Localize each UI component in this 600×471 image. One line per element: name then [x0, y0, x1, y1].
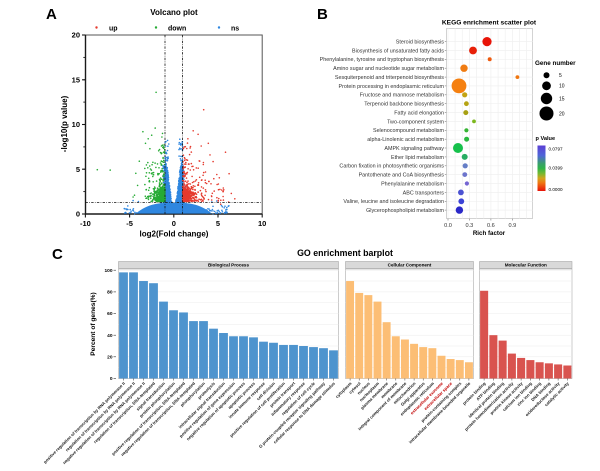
- svg-text:Percent of genes(%): Percent of genes(%): [90, 292, 97, 355]
- svg-text:0.3: 0.3: [466, 223, 474, 229]
- svg-text:40: 40: [107, 333, 113, 339]
- svg-text:100: 100: [104, 268, 112, 274]
- svg-text:5: 5: [76, 165, 80, 174]
- svg-text:-5: -5: [126, 219, 133, 228]
- svg-text:alpha-Linolenic acid metabolis: alpha-Linolenic acid metabolism: [367, 137, 444, 143]
- svg-text:0.6: 0.6: [487, 223, 495, 229]
- svg-text:-10: -10: [80, 219, 91, 228]
- svg-text:Steroid biosynthesis: Steroid biosynthesis: [396, 40, 445, 46]
- svg-text:Molecular Function: Molecular Function: [505, 263, 547, 268]
- svg-text:-log10(p value): -log10(p value): [60, 95, 69, 152]
- svg-text:Carbon fixation in photosynthe: Carbon fixation in photosynthetic organi…: [339, 164, 444, 170]
- svg-text:Terpenoid backbone biosynthesi: Terpenoid backbone biosynthesis: [364, 102, 444, 108]
- svg-text:Glycerophospholipid metabolism: Glycerophospholipid metabolism: [366, 208, 444, 214]
- svg-text:10: 10: [258, 219, 266, 228]
- svg-text:10: 10: [559, 84, 565, 90]
- svg-text:80: 80: [107, 290, 113, 296]
- svg-text:Amino sugar and nucleotide sug: Amino sugar and nucleotide sugar metabol…: [333, 66, 444, 72]
- svg-text:Biological Process: Biological Process: [208, 263, 250, 268]
- svg-text:Valine, leucine and isoleucine: Valine, leucine and isoleucine degradati…: [343, 199, 444, 205]
- svg-text:0: 0: [172, 219, 176, 228]
- svg-text:ns: ns: [231, 26, 239, 33]
- svg-text:20: 20: [72, 31, 80, 40]
- svg-text:C: C: [52, 246, 63, 263]
- svg-text:ABC transporters: ABC transporters: [403, 190, 445, 196]
- svg-text:0.0797: 0.0797: [549, 147, 563, 152]
- svg-text:KEGG enrichment scatter plot: KEGG enrichment scatter plot: [442, 20, 537, 27]
- svg-text:Biosynthesis of unsaturated fa: Biosynthesis of unsaturated fatty acids: [352, 48, 444, 54]
- svg-text:10: 10: [72, 120, 80, 129]
- svg-text:Fructose and mannose metabolis: Fructose and mannose metabolism: [360, 93, 445, 99]
- svg-text:log2(Fold change): log2(Fold change): [140, 230, 209, 239]
- svg-text:5: 5: [216, 219, 220, 228]
- svg-text:0.0: 0.0: [444, 223, 452, 229]
- svg-text:Fatty acid elongation: Fatty acid elongation: [394, 111, 444, 117]
- svg-text:20: 20: [559, 111, 565, 117]
- svg-text:down: down: [168, 26, 186, 33]
- svg-text:60: 60: [107, 311, 113, 317]
- svg-text:Selenocompound metabolism: Selenocompound metabolism: [373, 128, 445, 134]
- svg-text:GO enrichment barplot: GO enrichment barplot: [297, 248, 393, 258]
- svg-text:Phenylalanine, tyrosine and tr: Phenylalanine, tyrosine and tryptophan b…: [320, 57, 445, 63]
- svg-text:Volcano plot: Volcano plot: [150, 8, 198, 17]
- svg-text:0: 0: [76, 210, 80, 219]
- svg-text:Ether lipid metabolism: Ether lipid metabolism: [391, 155, 445, 161]
- svg-text:20: 20: [107, 355, 113, 361]
- svg-text:Phenylalanine metabolism: Phenylalanine metabolism: [381, 181, 444, 187]
- svg-text:5: 5: [559, 73, 562, 79]
- svg-text:p Value: p Value: [536, 136, 556, 142]
- svg-text:Gene number: Gene number: [535, 60, 576, 67]
- svg-text:Rich factor: Rich factor: [473, 230, 506, 237]
- svg-text:0.9: 0.9: [509, 223, 517, 229]
- svg-text:up: up: [109, 26, 118, 33]
- svg-text:B: B: [317, 6, 328, 23]
- svg-text:Pantothenate and CoA biosynthe: Pantothenate and CoA biosynthesis: [359, 173, 445, 179]
- svg-text:Sesquiterpenoid and triterpeno: Sesquiterpenoid and triterpenoid biosynt…: [335, 75, 444, 81]
- svg-text:0.0399: 0.0399: [549, 166, 563, 171]
- svg-text:Cellular Component: Cellular Component: [388, 263, 432, 268]
- svg-text:15: 15: [72, 75, 80, 84]
- svg-text:0: 0: [110, 376, 113, 382]
- svg-text:15: 15: [559, 96, 565, 102]
- svg-text:A: A: [46, 6, 57, 23]
- svg-text:AMPK signaling pathway: AMPK signaling pathway: [384, 146, 444, 152]
- svg-text:0.0000: 0.0000: [549, 187, 563, 192]
- svg-text:Protein processing in endoplas: Protein processing in endoplasmic reticu…: [339, 84, 445, 90]
- svg-text:Two-component system: Two-component system: [387, 119, 444, 125]
